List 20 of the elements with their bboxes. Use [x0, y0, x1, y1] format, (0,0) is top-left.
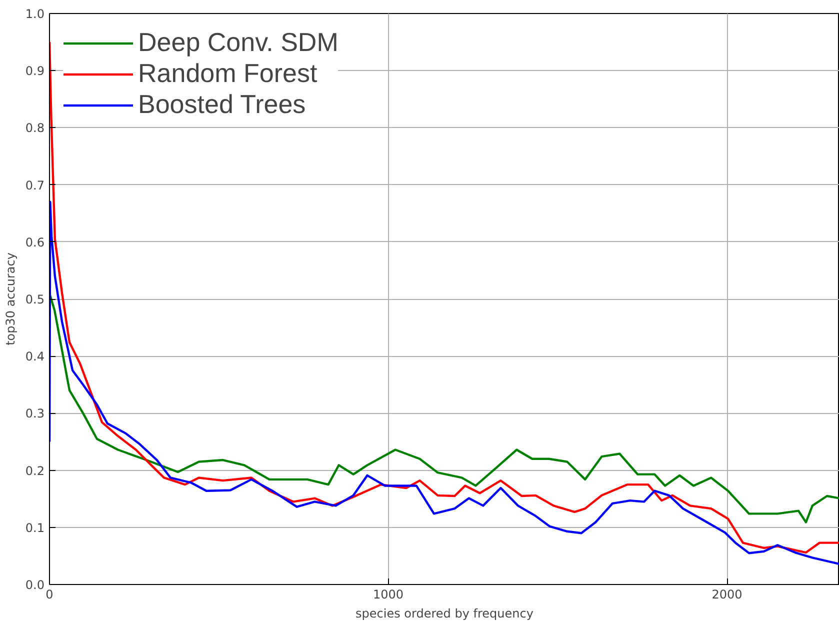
y-tick-label: 0.6 [25, 235, 45, 250]
x-tick-label: 2000 [712, 588, 742, 602]
legend-label: Deep Conv. SDM [138, 27, 338, 58]
y-tick-label: 0.0 [25, 578, 45, 592]
y-tick-label: 0.5 [25, 292, 45, 306]
y-tick-label: 0.9 [25, 64, 45, 78]
y-tick-label: 1.0 [25, 7, 45, 21]
x-axis-title: species ordered by frequency [356, 606, 534, 620]
y-tick-label: 0.3 [25, 406, 45, 421]
line-series [50, 200, 839, 566]
x-tick-label: 1000 [372, 588, 404, 602]
y-tick-label: 0.4 [25, 350, 45, 364]
y-axis-title: top30 accuracy [3, 252, 18, 346]
y-tick-label: 0.2 [25, 464, 45, 478]
y-tick-label: 0.8 [25, 121, 45, 136]
x-tick-label: 0 [46, 588, 54, 602]
y-tick-label: 0.1 [25, 520, 45, 535]
legend-label: Random Forest [138, 58, 318, 89]
y-tick-label: 0.7 [25, 178, 45, 192]
legend-label: Boosted Trees [138, 89, 306, 120]
